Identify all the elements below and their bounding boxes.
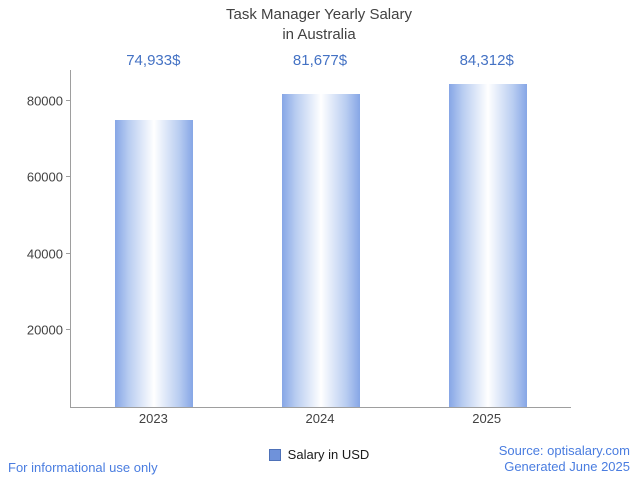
chart-title-line1: Task Manager Yearly Salary [226,6,412,23]
y-tick-mark [66,329,71,331]
source-text: Source: optisalary.com [498,443,630,459]
y-tick-mark [66,176,71,178]
y-tick-label-40000: 40000 [26,246,63,262]
bar-slot [71,70,238,407]
x-axis-labels: 2023 2024 2025 [70,411,570,429]
bars-layer [71,70,571,407]
bar-2024 [282,94,360,407]
chart-title: Task Manager Yearly Salary in Australia [0,5,638,44]
legend: Salary in USD [0,447,638,462]
y-tick-label-80000: 80000 [26,93,63,109]
x-label-2024: 2024 [305,411,335,426]
bar-2025 [448,84,527,407]
bar-2023 [115,120,194,407]
y-tick-mark [66,99,71,101]
value-label-2023: 74,933$ [126,52,181,69]
x-label-2023: 2023 [138,411,168,426]
value-label-2025: 84,312$ [459,52,514,69]
bar-slot [238,70,405,407]
y-tick-label-20000: 20000 [26,322,63,338]
disclaimer-text: For informational use only [8,460,158,475]
legend-label: Salary in USD [287,447,370,462]
legend-swatch [268,448,281,461]
value-labels-row: 74,933$ 81,677$ 84,312$ [70,52,570,74]
bar-slot [404,70,571,407]
value-label-2024: 81,677$ [292,52,348,69]
y-tick-label-60000: 60000 [26,169,63,185]
y-tick-mark [66,252,71,254]
x-label-2025: 2025 [472,411,502,426]
chart-title-line2: in Australia [282,25,356,43]
source-info: Source: optisalary.com Generated June 20… [499,443,630,475]
plot-area: 20000 40000 60000 80000 [27,70,571,408]
generated-text: Generated June 2025 [504,459,630,475]
